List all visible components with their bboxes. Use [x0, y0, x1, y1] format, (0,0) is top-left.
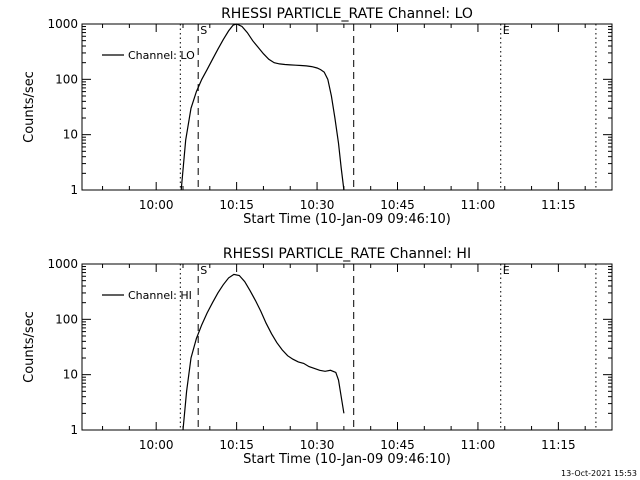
y-tick-label: 100	[55, 312, 78, 326]
y-tick-label: 10	[63, 368, 78, 382]
series-line-channel-lo	[180, 23, 345, 191]
y-axis-label: Counts/sec	[22, 311, 37, 383]
x-tick-label: 10:15	[219, 438, 254, 452]
x-tick-label: 10:30	[300, 438, 335, 452]
x-tick-label: 10:00	[139, 198, 174, 212]
chart-title: RHESSI PARTICLE_RATE Channel: HI	[223, 246, 471, 262]
time-marker-label: E	[503, 264, 510, 277]
x-tick-label: 10:45	[380, 438, 415, 452]
y-tick-label: 100	[55, 72, 78, 86]
timestamp-footer: 13-Oct-2021 15:53	[561, 469, 637, 478]
x-tick-label: 11:00	[461, 438, 496, 452]
time-marker-label: S	[200, 24, 207, 37]
x-tick-label: 11:15	[541, 438, 576, 452]
legend-entry: Channel: HI	[128, 289, 192, 302]
y-tick-label: 10	[63, 128, 78, 142]
legend-entry: Channel: LO	[128, 49, 195, 62]
x-tick-label: 10:45	[380, 198, 415, 212]
y-axis-label: Counts/sec	[22, 71, 37, 143]
time-marker-label: S	[200, 264, 207, 277]
time-marker-label: E	[503, 24, 510, 37]
plot-frame	[81, 263, 613, 431]
y-tick-label: 1000	[47, 17, 78, 31]
chart-title: RHESSI PARTICLE_RATE Channel: LO	[221, 6, 473, 22]
x-axis-label: Start Time (10-Jan-09 09:46:10)	[243, 212, 451, 227]
plot-frame	[81, 23, 613, 191]
x-axis-label: Start Time (10-Jan-09 09:46:10)	[243, 452, 451, 467]
y-tick-label: 1000	[47, 257, 78, 271]
x-tick-label: 10:15	[219, 198, 254, 212]
x-tick-label: 10:00	[139, 438, 174, 452]
y-tick-label: 1	[70, 423, 78, 437]
x-tick-label: 11:15	[541, 198, 576, 212]
x-tick-label: 11:00	[461, 198, 496, 212]
y-tick-label: 1	[70, 183, 78, 197]
x-tick-label: 10:30	[300, 198, 335, 212]
series-line-channel-hi	[182, 273, 345, 431]
